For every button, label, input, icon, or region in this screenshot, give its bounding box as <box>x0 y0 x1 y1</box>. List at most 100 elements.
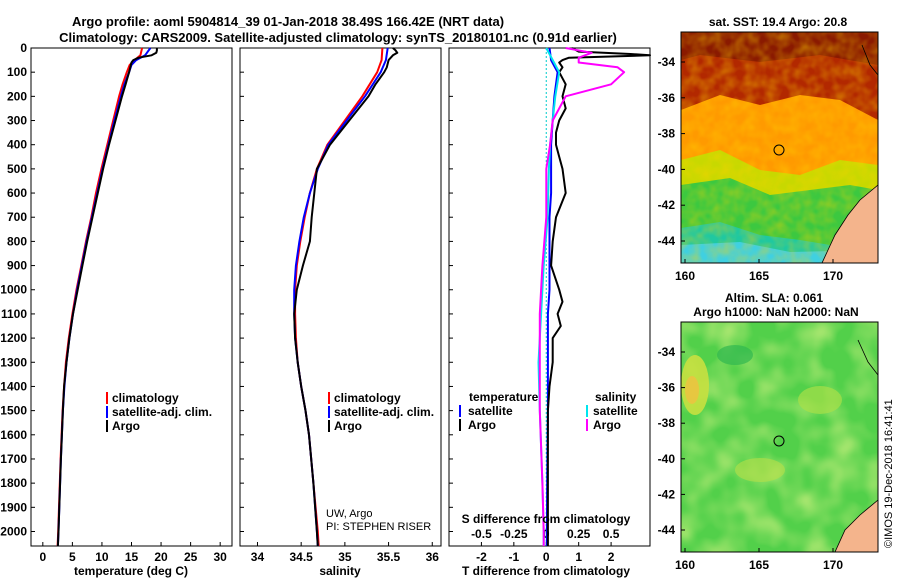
legend-argo-label: Argo <box>334 419 362 433</box>
x-tick-label: 35.5 <box>377 550 401 564</box>
legend-climatology-label: climatology <box>334 391 401 405</box>
map-lat-label: -34 <box>658 345 676 359</box>
imos-watermark: ©IMOS 19-Dec-2018 16:41:41 <box>883 399 895 548</box>
x-tick-label: 1 <box>575 550 582 564</box>
depth-tick-label: 100 <box>7 65 27 79</box>
x-tick-label: 35 <box>338 550 352 564</box>
legend-climatology-label: climatology <box>112 391 179 405</box>
depth-tick-label: 1800 <box>0 476 27 490</box>
depth-tick-label: 0 <box>20 41 27 55</box>
s-diff-tick-label: -0.25 <box>500 527 528 541</box>
map-lat-label: -36 <box>658 381 676 395</box>
difference-x2label: S difference from climatology <box>462 512 631 526</box>
map-lon-label: 165 <box>749 558 769 572</box>
series-climatology <box>56 47 144 547</box>
x-axes: 0 5 10 15 20 25 30 34 34.5 35 35.5 36 -2 -1 0 1 2 -0.5 -0.… <box>39 48 620 564</box>
legend-salinity-title: salinity <box>595 390 637 404</box>
map-lat-label: -34 <box>658 55 676 69</box>
map-lat-label: -36 <box>658 91 676 105</box>
depth-tick-label: 600 <box>7 186 27 200</box>
depth-tick-label: 500 <box>7 162 27 176</box>
depth-tick-label: 1700 <box>0 452 27 466</box>
legend-sal-argo-label: Argo <box>593 418 621 432</box>
depth-tick-label: 900 <box>7 259 27 273</box>
x-tick-label: -1 <box>509 550 520 564</box>
s-diff-tick-label: 0.5 <box>603 527 620 541</box>
sst-map-frame <box>680 31 879 264</box>
legend-temp-argo-label: Argo <box>468 418 496 432</box>
salinity-annotation-1: UW, Argo <box>326 508 372 520</box>
legend-satellite-label: satellite-adj. clim. <box>112 405 212 419</box>
salinity-legend: climatology satellite-adj. clim. Argo <box>328 391 434 433</box>
temperature-xlabel: temperature (deg C) <box>74 564 188 578</box>
temperature-legend: climatology satellite-adj. clim. Argo <box>106 391 212 433</box>
map-lat-label: -38 <box>658 416 676 430</box>
map-lat-label: -40 <box>658 452 676 466</box>
map-lat-label: -44 <box>658 234 676 248</box>
series-salinity-argo <box>538 47 626 546</box>
legend-sal-satellite-label: satellite <box>593 404 638 418</box>
sla-map <box>681 322 878 552</box>
x-tick-label: 5 <box>69 550 76 564</box>
sla-map-title-2: Argo h1000: NaN h2000: NaN <box>693 305 858 319</box>
x-tick-label: 10 <box>95 550 109 564</box>
depth-tick-label: 1600 <box>0 428 27 442</box>
profile-series <box>56 47 651 547</box>
map-lat-label: -40 <box>658 162 676 176</box>
sla-map-axes: -34 -36 -38 -40 -42 -44 160 165 170 <box>658 345 844 572</box>
sla-map-title-1: Altim. SLA: 0.061 <box>725 291 823 305</box>
depth-tick-label: 1500 <box>0 404 27 418</box>
legend-temperature-title: temperature <box>469 390 539 404</box>
x-tick-label: 34 <box>251 550 265 564</box>
series-satellite-adj-clim- <box>293 47 389 547</box>
header-line-1: Argo profile: aoml 5904814_39 01-Jan-201… <box>72 14 504 29</box>
x-tick-label: 0 <box>39 550 46 564</box>
depth-tick-label: 2000 <box>0 524 27 538</box>
series-satellite-adj-clim- <box>56 47 152 547</box>
sst-map-axes: -34 -36 -38 -40 -42 -44 160 165 170 <box>658 55 844 283</box>
map-lon-label: 170 <box>823 558 843 572</box>
depth-tick-label: 1000 <box>0 283 27 297</box>
depth-tick-label: 1300 <box>0 355 27 369</box>
depth-tick-label: 400 <box>7 138 27 152</box>
x-tick-label: 0 <box>543 550 550 564</box>
legend-satellite-label: satellite-adj. clim. <box>334 405 434 419</box>
map-lat-label: -44 <box>658 523 676 537</box>
x-tick-label: 34.5 <box>289 550 313 564</box>
x-tick-label: 20 <box>154 550 168 564</box>
s-diff-tick-label: 0.25 <box>567 527 591 541</box>
sst-map <box>681 32 878 263</box>
depth-axis: 0 100 200 300 400 500 600 700 800 900 1000 1100 1200… <box>0 41 453 538</box>
salinity-xlabel: salinity <box>319 564 361 578</box>
salinity-annotation-2: PI: STEPHEN RISER <box>326 521 431 533</box>
x-tick-label: 30 <box>213 550 227 564</box>
depth-tick-label: 1900 <box>0 500 27 514</box>
series-argo <box>56 48 158 547</box>
map-lat-label: -38 <box>658 127 676 141</box>
sst-map-title: sat. SST: 19.4 Argo: 20.8 <box>709 15 848 29</box>
map-lon-label: 170 <box>823 269 843 283</box>
sla-map-frame <box>680 321 879 553</box>
x-tick-label: 36 <box>426 550 440 564</box>
series-argo <box>293 47 399 547</box>
map-lon-label: 160 <box>675 269 695 283</box>
difference-legend: temperature satellite Argo salinity sate… <box>459 390 638 432</box>
map-lon-label: 165 <box>749 269 769 283</box>
x-tick-label: 2 <box>608 550 615 564</box>
s-diff-tick-label: -0.5 <box>471 527 492 541</box>
header-line-2: Climatology: CARS2009. Satellite-adjuste… <box>59 30 617 45</box>
legend-temp-satellite-label: satellite <box>468 404 513 418</box>
salinity-panel <box>239 47 442 547</box>
x-tick-label: -2 <box>476 550 487 564</box>
sla-argo-location-marker <box>773 435 785 447</box>
sst-argo-location-marker <box>773 144 785 156</box>
depth-tick-label: 1200 <box>0 331 27 345</box>
map-lat-label: -42 <box>658 198 676 212</box>
difference-xlabel: T difference from climatology <box>462 564 630 578</box>
depth-tick-label: 1400 <box>0 379 27 393</box>
depth-tick-label: 1100 <box>1 307 27 321</box>
depth-tick-label: 800 <box>7 234 27 248</box>
legend-argo-label: Argo <box>112 419 140 433</box>
series-climatology <box>294 47 384 547</box>
